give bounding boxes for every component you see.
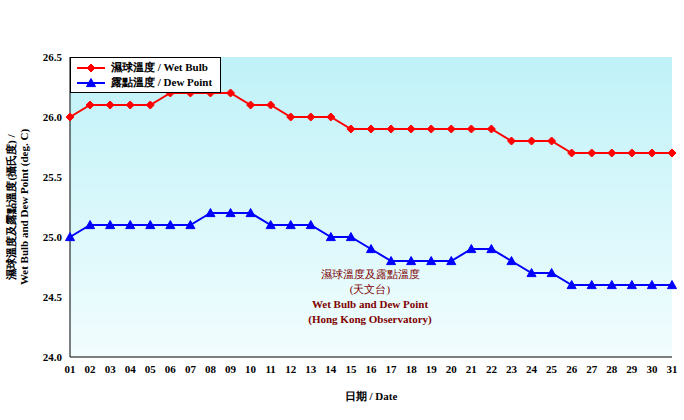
svg-text:06: 06 <box>165 363 177 375</box>
svg-text:日期 / Date: 日期 / Date <box>345 390 398 402</box>
svg-text:28: 28 <box>606 363 618 375</box>
svg-text:08: 08 <box>205 363 217 375</box>
svg-text:(Hong Kong Observatory): (Hong Kong Observatory) <box>308 313 432 326</box>
svg-text:09: 09 <box>225 363 237 375</box>
svg-text:14: 14 <box>325 363 337 375</box>
svg-text:18: 18 <box>406 363 418 375</box>
svg-text:Wet Bulb and Dew Point: Wet Bulb and Dew Point <box>312 298 428 310</box>
svg-text:13: 13 <box>305 363 317 375</box>
svg-text:01: 01 <box>65 363 76 375</box>
svg-text:10: 10 <box>245 363 257 375</box>
svg-text:26.0: 26.0 <box>43 111 63 123</box>
svg-text:31: 31 <box>667 363 677 375</box>
svg-text:25.5: 25.5 <box>43 171 63 183</box>
svg-text:25: 25 <box>546 363 558 375</box>
svg-text:濕球溫度及露點溫度: 濕球溫度及露點溫度 <box>321 268 420 280</box>
svg-text:(天文台): (天文台) <box>350 283 391 296</box>
svg-text:12: 12 <box>285 363 297 375</box>
svg-text:24.0: 24.0 <box>43 351 63 363</box>
svg-text:26.5: 26.5 <box>43 51 63 63</box>
svg-text:20: 20 <box>446 363 458 375</box>
svg-text:29: 29 <box>626 363 638 375</box>
html-text:濕球溫度 / Wet Bulb: 濕球溫度 / Wet Bulb <box>111 61 208 73</box>
svg-text:02: 02 <box>85 363 97 375</box>
svg-text:30: 30 <box>646 363 658 375</box>
svg-text:25.0: 25.0 <box>43 231 63 243</box>
svg-text:26: 26 <box>566 363 578 375</box>
svg-text:Wet Bulb and Dew Point (deg. C: Wet Bulb and Dew Point (deg. C) <box>18 129 31 285</box>
svg-text:11: 11 <box>265 363 275 375</box>
svg-text:05: 05 <box>145 363 157 375</box>
svg-text:04: 04 <box>125 363 137 375</box>
svg-text:24.5: 24.5 <box>43 291 63 303</box>
svg-text:24: 24 <box>526 363 538 375</box>
svg-text:27: 27 <box>586 363 598 375</box>
svg-text:07: 07 <box>185 363 197 375</box>
svg-text:22: 22 <box>486 363 498 375</box>
html-text:露點溫度 / Dew Point: 露點溫度 / Dew Point <box>111 76 213 88</box>
svg-text:21: 21 <box>466 363 477 375</box>
svg-text:濕球溫度及露點溫度(攝氏度) /: 濕球溫度及露點溫度(攝氏度) / <box>8 133 18 280</box>
svg-text:15: 15 <box>345 363 357 375</box>
svg-text:19: 19 <box>426 363 438 375</box>
svg-text:03: 03 <box>105 363 117 375</box>
svg-text:16: 16 <box>366 363 378 375</box>
svg-text:23: 23 <box>506 363 518 375</box>
svg-text:17: 17 <box>386 363 398 375</box>
